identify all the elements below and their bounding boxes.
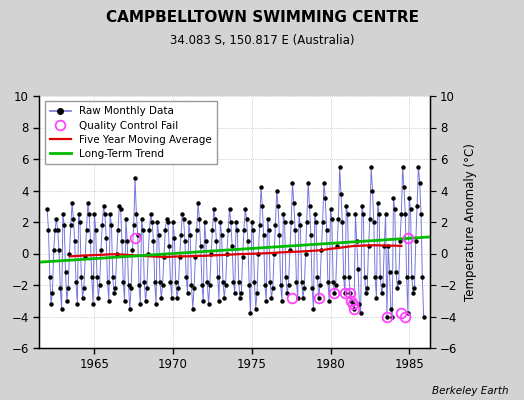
Text: 34.083 S, 150.817 E (Australia): 34.083 S, 150.817 E (Australia)	[170, 34, 354, 47]
Text: CAMPBELLTOWN SWIMMING CENTRE: CAMPBELLTOWN SWIMMING CENTRE	[105, 10, 419, 25]
Text: Berkeley Earth: Berkeley Earth	[432, 386, 508, 396]
Y-axis label: Temperature Anomaly (°C): Temperature Anomaly (°C)	[464, 143, 477, 301]
Legend: Raw Monthly Data, Quality Control Fail, Five Year Moving Average, Long-Term Tren: Raw Monthly Data, Quality Control Fail, …	[45, 101, 217, 164]
